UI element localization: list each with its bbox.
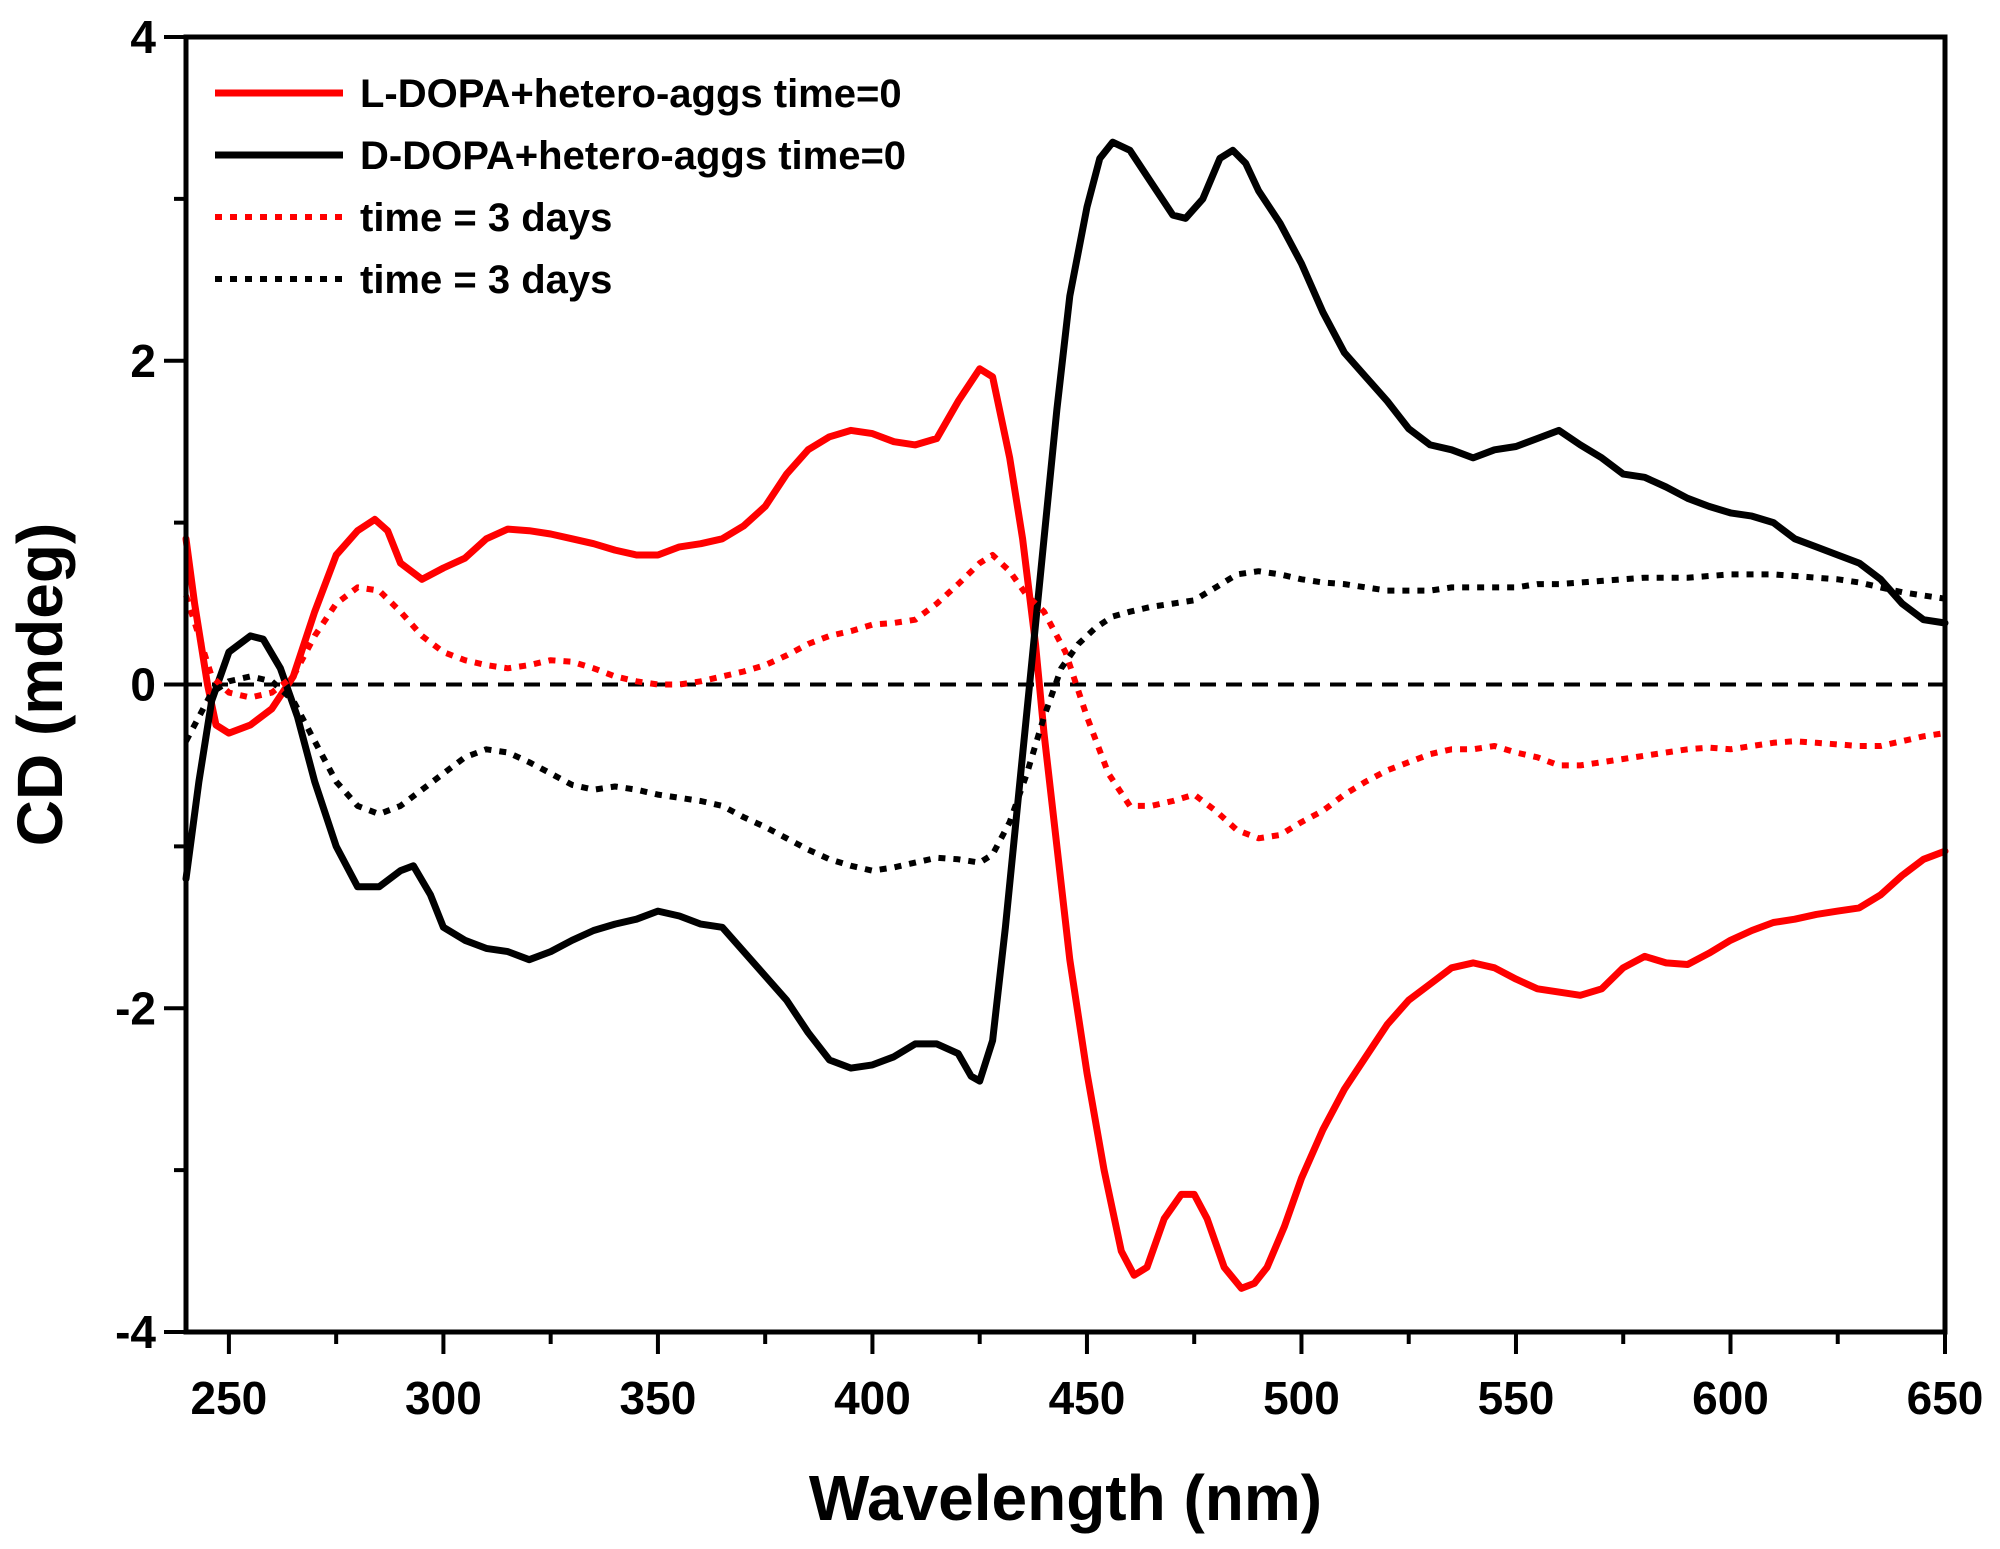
y-tick-label: 0 bbox=[130, 659, 156, 711]
x-tick-label: 250 bbox=[191, 1372, 268, 1424]
y-axis-title: CD (mdeg) bbox=[4, 523, 76, 847]
series-line-4 bbox=[183, 568, 1946, 874]
legend-label: D-DOPA+hetero-aggs time=0 bbox=[360, 134, 906, 178]
legend-label: time = 3 days bbox=[360, 258, 612, 302]
legend: L-DOPA+hetero-aggs time=0 D-DOPA+hetero-a… bbox=[215, 72, 906, 302]
x-tick-label: 300 bbox=[405, 1372, 482, 1424]
x-tick-label: 550 bbox=[1478, 1372, 1555, 1424]
legend-label: time = 3 days bbox=[360, 196, 612, 240]
series-group bbox=[182, 138, 1949, 1292]
series-line-2 bbox=[182, 138, 1949, 1085]
y-tick-label: 4 bbox=[130, 11, 156, 63]
x-tick-label: 350 bbox=[620, 1372, 697, 1424]
x-axis-ticks: 250 300 350 400 450 500 550 600 650 bbox=[191, 1332, 1984, 1424]
y-axis-ticks: -4 -2 0 2 4 bbox=[115, 11, 186, 1358]
x-tick-label: 600 bbox=[1692, 1372, 1769, 1424]
x-tick-label: 400 bbox=[834, 1372, 911, 1424]
legend-label: L-DOPA+hetero-aggs time=0 bbox=[360, 72, 902, 116]
series-line-3 bbox=[183, 552, 1946, 842]
y-tick-label: -2 bbox=[115, 982, 156, 1034]
x-axis-title: Wavelength (nm) bbox=[809, 1462, 1322, 1534]
series-line-1 bbox=[182, 365, 1949, 1292]
x-tick-label: 650 bbox=[1907, 1372, 1984, 1424]
y-tick-label: -4 bbox=[115, 1306, 156, 1358]
x-tick-label: 450 bbox=[1049, 1372, 1126, 1424]
x-tick-label: 500 bbox=[1263, 1372, 1340, 1424]
y-tick-label: 2 bbox=[130, 335, 156, 387]
